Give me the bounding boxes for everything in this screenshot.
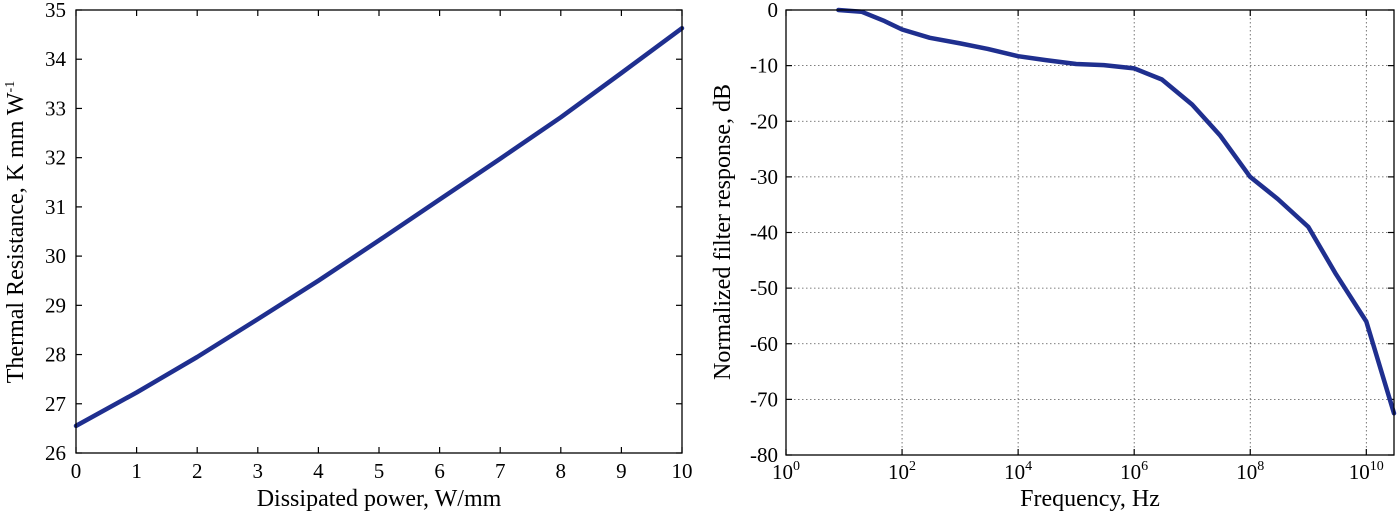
chart2-x-tick-exponent: 8 <box>1257 459 1264 474</box>
chart1-x-tick-label: 3 <box>253 459 264 483</box>
chart1-x-axis-label: Dissipated power, W/mm <box>257 486 502 512</box>
chart2-x-tick-label: 108 <box>1236 459 1264 484</box>
chart2-x-tick-exponent: 2 <box>909 459 916 474</box>
chart2-x-tick-base: 10 <box>1004 460 1025 484</box>
chart2-plot-frame <box>785 9 1395 456</box>
chart1-x-tick-label: 0 <box>71 459 82 483</box>
chart1-y-tick-label: 29 <box>45 293 66 317</box>
chart2-x-tick-base: 10 <box>1120 460 1141 484</box>
chart2-x-tick-label: 1010 <box>1349 459 1384 484</box>
chart1-y-tick-label: 28 <box>45 343 66 367</box>
chart2-series-line <box>836 7 1397 416</box>
chart1-y-tick-label: 27 <box>45 392 66 416</box>
chart2-x-tick-exponent: 10 <box>1370 459 1384 474</box>
chart2-y-tick-label: -50 <box>750 276 778 300</box>
chart1-x-tick-label: 5 <box>374 459 385 483</box>
chart2-y-tick-label: 0 <box>768 0 779 22</box>
chart1-y-tick-label: 32 <box>45 146 66 170</box>
chart2-x-tick-exponent: 6 <box>1141 459 1148 474</box>
chart2-x-tick-label: 104 <box>1004 459 1032 484</box>
chart1-y-axis-label-text: Thermal Resistance, K mm W <box>3 92 29 383</box>
chart2-x-axis-label: Frequency, Hz <box>1020 486 1160 512</box>
chart1-y-axis-label: Thermal Resistance, K mm W-1 <box>3 81 29 383</box>
chart1-x-tick-label: 8 <box>556 459 567 483</box>
chart1-y-tick-label: 31 <box>45 195 66 219</box>
chart2-y-tick-label: -70 <box>750 387 778 411</box>
chart1-y-tick-label: 33 <box>45 96 66 120</box>
chart1-x-tick-label: 2 <box>192 459 203 483</box>
chart2-x-tick-base: 10 <box>888 460 909 484</box>
chart1-y-tick-label: 35 <box>45 0 66 22</box>
chart1-x-tick-label: 7 <box>495 459 506 483</box>
chart2-y-tick-label: -20 <box>750 109 778 133</box>
chart2-y-tick-label: -60 <box>750 332 778 356</box>
chart2-y-tick-label: -80 <box>750 443 778 467</box>
chart2-x-tick-base: 10 <box>1236 460 1257 484</box>
chart1-x-tick-label: 1 <box>131 459 142 483</box>
chart1-plot-frame <box>75 9 683 454</box>
chart2-x-tick-label: 100 <box>772 459 800 484</box>
chart1-x-tick-label: 4 <box>313 459 324 483</box>
chart2-y-tick-label: -30 <box>750 165 778 189</box>
chart1-y-tick-label: 34 <box>45 47 67 71</box>
chart1-y-tick-label: 30 <box>45 244 66 268</box>
chart2-x-tick-label: 102 <box>888 459 916 484</box>
chart2-y-tick-label: -40 <box>750 221 778 245</box>
chart1-series-line <box>73 25 685 429</box>
chart2-x-tick-exponent: 0 <box>793 459 800 474</box>
chart1-x-tick-label: 10 <box>672 459 693 483</box>
chart2-x-tick-label: 106 <box>1120 459 1148 484</box>
chart2-x-tick-base: 10 <box>1349 460 1370 484</box>
chart1-x-tick-label: 6 <box>434 459 445 483</box>
chart2-x-tick-exponent: 4 <box>1025 459 1032 474</box>
chart2-y-axis-label: Normalized filter response, dB <box>710 84 736 380</box>
chart1-x-tick-label: 9 <box>616 459 627 483</box>
chart2-x-tick-base: 10 <box>772 460 793 484</box>
chart1-y-tick-label: 26 <box>45 441 66 465</box>
chart2-y-tick-label: -10 <box>750 54 778 78</box>
chart1-y-axis-label-superscript: -1 <box>3 81 18 93</box>
